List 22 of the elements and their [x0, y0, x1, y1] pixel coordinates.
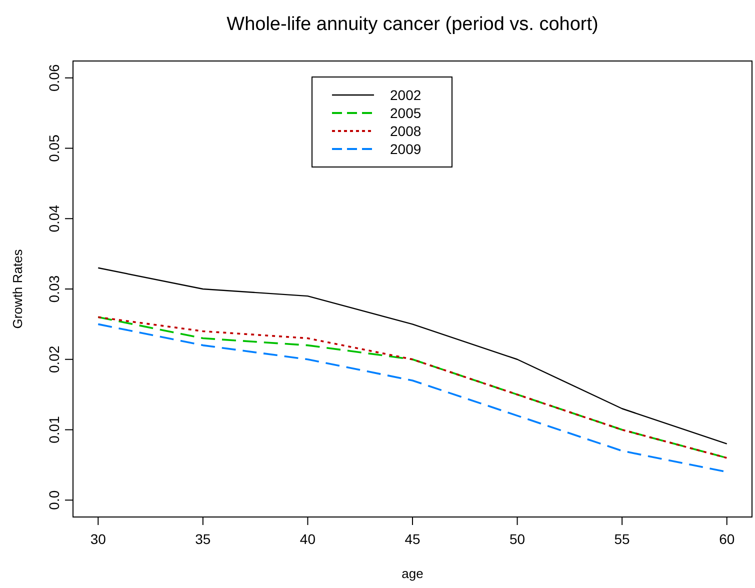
- chart-title: Whole-life annuity cancer (period vs. cohort): [226, 14, 598, 35]
- x-tick-label: 35: [195, 531, 211, 547]
- y-tick-label: 0.01: [46, 416, 62, 444]
- line-series: [98, 267, 728, 444]
- x-tick-label: 45: [404, 531, 420, 547]
- x-tick-label: 30: [90, 531, 106, 547]
- x-tick-label: 40: [300, 531, 316, 547]
- legend-label: 2008: [390, 123, 422, 139]
- y-tick-label: 0.05: [46, 134, 62, 162]
- y-tick-label: 0.03: [46, 275, 62, 303]
- y-tick-label: 0.06: [46, 64, 62, 92]
- y-axis-title: Growth Rates: [10, 248, 25, 329]
- y-tick-label: 0.04: [46, 204, 62, 232]
- legend-label: 2005: [390, 105, 422, 121]
- x-tick-label: 60: [719, 531, 735, 547]
- x-axis-title: age: [402, 566, 424, 581]
- legend-label: 2009: [390, 141, 422, 157]
- legend-label: 2002: [390, 87, 422, 103]
- x-tick-label: 50: [509, 531, 526, 547]
- y-tick-label: 0.02: [46, 346, 62, 373]
- y-tick-label: 0.0: [46, 490, 62, 510]
- x-tick-label: 55: [614, 531, 630, 547]
